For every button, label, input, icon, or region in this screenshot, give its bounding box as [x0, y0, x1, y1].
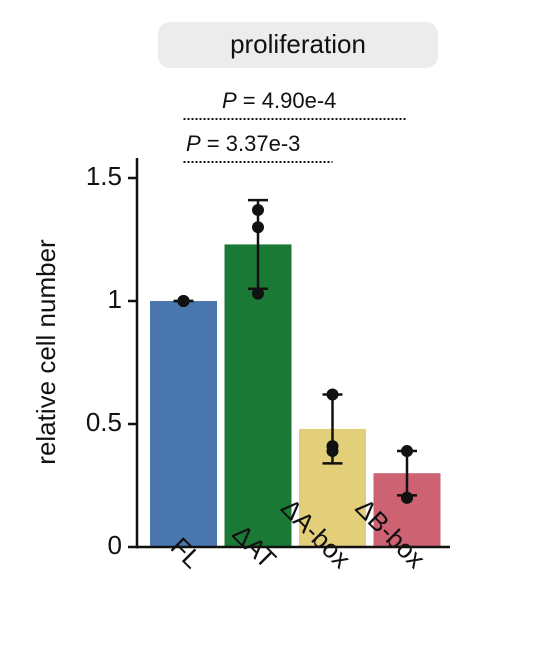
data-point: [401, 445, 413, 458]
p-value-annotation: P = 4.90e-4: [222, 88, 336, 113]
chart-title: proliferation: [230, 29, 366, 59]
bar: [150, 301, 217, 547]
data-point: [252, 203, 264, 216]
y-tick-label: 1: [108, 284, 122, 314]
title-box: [158, 22, 438, 68]
p-value-annotation: P = 3.37e-3: [186, 131, 300, 156]
data-point: [326, 388, 339, 401]
data-point: [252, 287, 264, 300]
data-point: [326, 445, 339, 458]
data-point: [177, 295, 190, 307]
y-tick-label: 1.5: [86, 161, 122, 191]
y-tick-label: 0: [108, 530, 122, 560]
y-tick-label: 0.5: [86, 407, 122, 437]
data-point: [401, 491, 413, 504]
y-axis-label: relative cell number: [31, 239, 61, 465]
data-point: [252, 221, 264, 234]
